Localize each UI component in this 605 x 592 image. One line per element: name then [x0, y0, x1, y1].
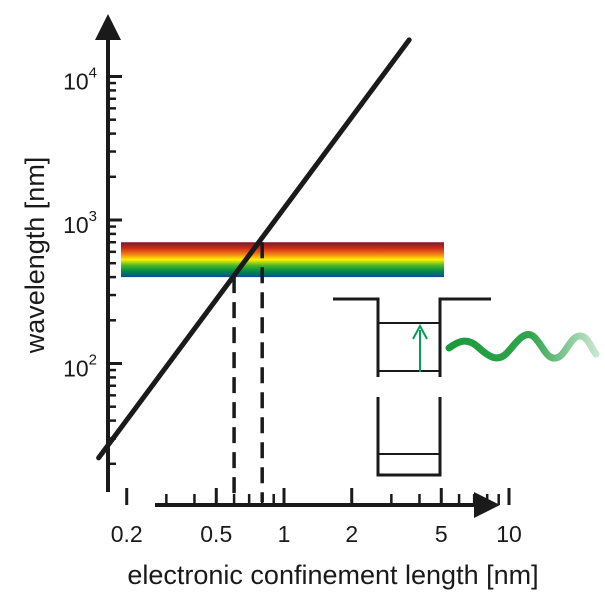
x-axis-title: electronic confinement length [nm]	[127, 560, 538, 590]
x-tick-label: 0.5	[200, 521, 232, 547]
well-wall-right-upper	[438, 297, 491, 377]
data-line	[96, 37, 412, 461]
well-bottom	[376, 397, 442, 477]
x-tick-labels: 0.2 0.5 1 2 5 10	[111, 521, 522, 547]
y-axis-title: wavelength [nm]	[20, 157, 50, 355]
y-tick-label: 104	[63, 65, 97, 95]
reference-lines	[232, 242, 264, 502]
x-tick-label: 5	[435, 521, 448, 547]
y-tick-labels: 102 103 104	[63, 65, 97, 382]
y-tick-label: 102	[63, 352, 97, 382]
x-tick-label: 2	[345, 521, 358, 547]
y-tick-label: 103	[63, 208, 97, 238]
y-axis-arrow	[95, 14, 121, 40]
quantum-well-diagram	[333, 297, 491, 477]
arrow-up-icon	[412, 323, 428, 340]
photon-wave-icon	[445, 331, 600, 362]
visible-spectrum-band	[121, 242, 444, 278]
x-tick-label: 0.2	[111, 521, 143, 547]
minor-ticks	[108, 75, 511, 505]
well-wall-left-upper	[333, 297, 380, 377]
x-tick-label: 1	[278, 521, 291, 547]
x-tick-label: 10	[496, 521, 522, 547]
